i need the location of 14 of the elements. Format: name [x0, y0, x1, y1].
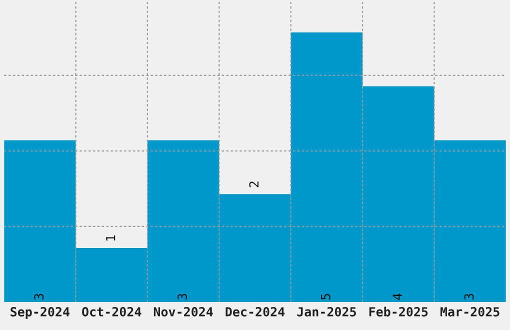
x-tick-label: Sep-2024 [10, 307, 70, 319]
data-label: 5 [321, 294, 330, 300]
x-tick-label: Nov-2024 [154, 307, 213, 316]
data-label: 3 [34, 294, 44, 300]
x-tick-label: Mar-2025 [440, 307, 500, 316]
data-label: 4 [392, 294, 402, 300]
x-tick-label: Feb-2025 [369, 306, 428, 316]
data-label: 2 [249, 182, 258, 188]
x-tick-label: Oct-2024 [82, 307, 142, 316]
data-label: 1 [106, 235, 116, 240]
x-tick-label: Dec-2024 [226, 307, 285, 316]
data-label: 3 [178, 294, 187, 300]
x-tick-label: Jan-2025 [297, 307, 356, 316]
data-label: 3 [464, 294, 474, 300]
